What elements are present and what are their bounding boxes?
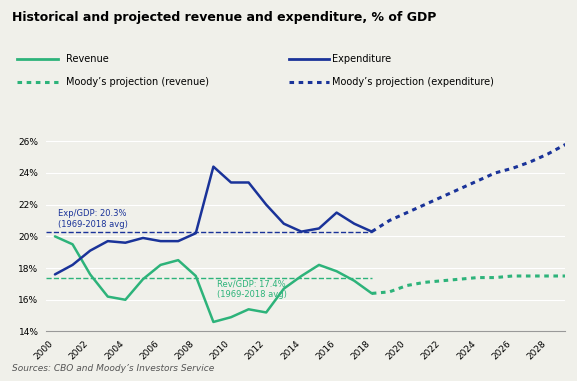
Text: Exp/GDP: 20.3%
(1969-2018 avg): Exp/GDP: 20.3% (1969-2018 avg) [58, 209, 128, 229]
Text: Revenue: Revenue [66, 54, 109, 64]
Text: Historical and projected revenue and expenditure, % of GDP: Historical and projected revenue and exp… [12, 11, 436, 24]
Text: Expenditure: Expenditure [332, 54, 391, 64]
Text: Moody’s projection (revenue): Moody’s projection (revenue) [66, 77, 209, 87]
Text: Rev/GDP: 17.4%
(1969-2018 avg): Rev/GDP: 17.4% (1969-2018 avg) [217, 279, 287, 299]
Text: Moody’s projection (expenditure): Moody’s projection (expenditure) [332, 77, 494, 87]
Text: Sources: CBO and Moody’s Investors Service: Sources: CBO and Moody’s Investors Servi… [12, 364, 214, 373]
